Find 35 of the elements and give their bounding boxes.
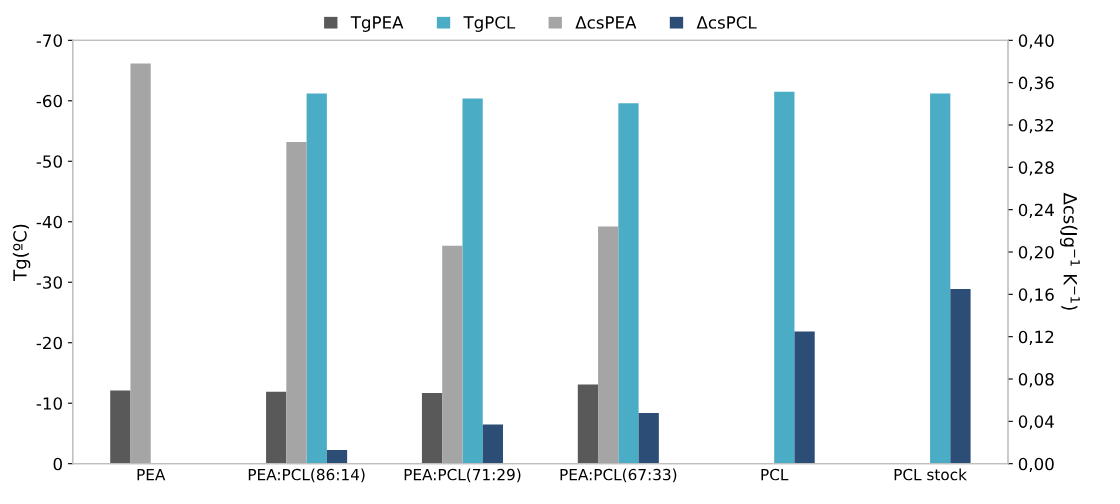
y2-tick-label: 0,40: [1018, 34, 1054, 49]
bar: [482, 424, 503, 464]
legend-label: ΔcsPEA: [575, 16, 637, 29]
bar: [638, 412, 659, 464]
y-tick-label: -40: [36, 215, 62, 229]
x-tick-label: PEA: [137, 469, 166, 481]
y2-axis-title: Δcs(Jg$^{−1}$ K$^{−1}$): [1059, 192, 1080, 310]
y-tick-label: -10: [36, 397, 62, 410]
x-tick-label: PEA:PCL(86:14): [248, 468, 365, 483]
y2-tick-label: 0,32: [1018, 118, 1054, 134]
y2-tick-label: 0,04: [1018, 415, 1054, 430]
y2-tick-label: 0,28: [1018, 161, 1054, 176]
y-tick-label: -50: [36, 155, 62, 168]
y2-tick-label: 0,24: [1018, 203, 1054, 218]
y2-tick-label: 0,12: [1018, 330, 1054, 345]
y2-tick-label: 0,00: [1018, 457, 1054, 472]
bar: [130, 63, 151, 464]
x-tick-label: PCL: [761, 468, 789, 481]
x-tick-label: PEA:PCL(71:29): [404, 468, 521, 483]
y2-tick-label: 0,20: [1018, 245, 1054, 261]
y-axis-title: Tg(ºC): [12, 224, 31, 281]
y-tick-label: -60: [36, 94, 62, 108]
x-tick-label: PCL stock: [894, 468, 967, 481]
y-tick-label: -30: [36, 276, 62, 289]
legend-label: TgPCL: [463, 16, 516, 32]
legend-label: TgPEA: [350, 16, 404, 32]
legend-label: ΔcsPCL: [696, 16, 757, 29]
y2-tick-label: 0,16: [1018, 288, 1054, 303]
x-tick-label: PEA:PCL(67:33): [560, 468, 677, 483]
y2-tick-label: 0,08: [1018, 372, 1054, 388]
bar: [326, 449, 348, 464]
y-tick-label: -20: [36, 336, 62, 350]
y2-tick-label: 0,36: [1018, 76, 1054, 91]
y-tick-label: 0: [53, 457, 62, 471]
y-tick-label: -70: [36, 34, 62, 47]
